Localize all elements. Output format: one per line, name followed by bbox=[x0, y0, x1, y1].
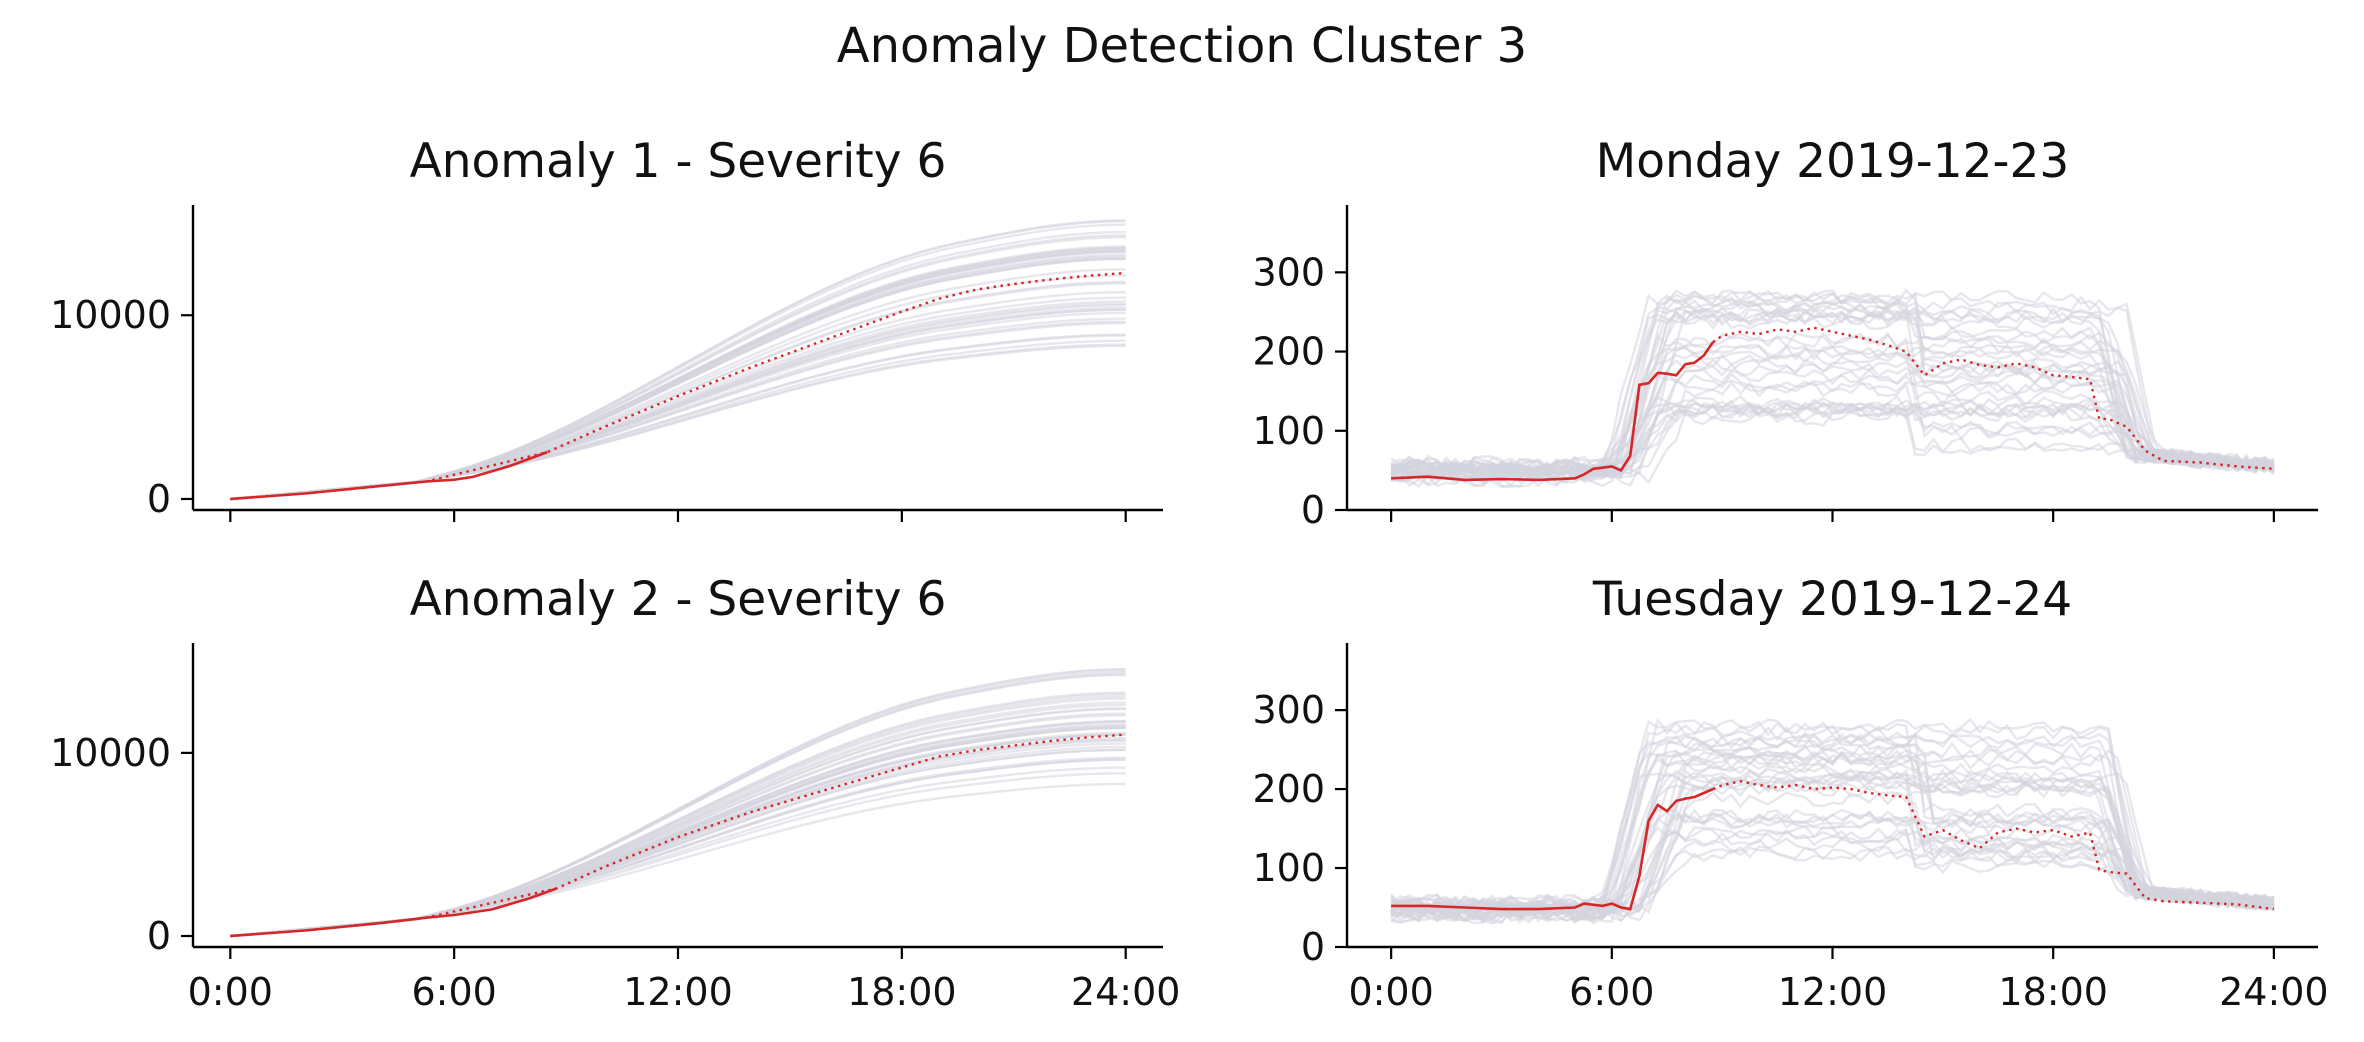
reference-band bbox=[230, 219, 1126, 501]
panel-title: Anomaly 1 - Severity 6 bbox=[410, 134, 947, 189]
observed-line bbox=[1391, 341, 1715, 482]
x-tick-label: 24:00 bbox=[2219, 970, 2329, 1014]
y-tick-label: 0 bbox=[147, 477, 171, 521]
reference-line bbox=[230, 339, 1126, 501]
y-tick-label: 200 bbox=[1252, 330, 1325, 374]
x-tick-label: 12:00 bbox=[1778, 970, 1888, 1014]
panel-title: Monday 2019-12-23 bbox=[1596, 134, 2070, 189]
reference-line bbox=[1390, 791, 2275, 922]
reference-line bbox=[1390, 300, 2275, 475]
reference-line bbox=[230, 756, 1126, 938]
x-tick-label: 0:00 bbox=[188, 970, 273, 1014]
observed-line bbox=[1391, 787, 1714, 911]
reference-line bbox=[1390, 749, 2274, 911]
reference-line bbox=[1391, 294, 2275, 479]
expected-line bbox=[230, 271, 1126, 501]
reference-band bbox=[1390, 288, 2275, 488]
x-tick-label: 18:00 bbox=[847, 970, 957, 1014]
reference-line bbox=[230, 692, 1126, 938]
reference-band bbox=[1390, 717, 2275, 925]
y-tick-label: 200 bbox=[1252, 767, 1325, 811]
y-tick-label: 0 bbox=[1301, 488, 1325, 532]
reference-line bbox=[1390, 761, 2275, 924]
y-tick-label: 10000 bbox=[50, 731, 171, 775]
y-tick-label: 0 bbox=[147, 914, 171, 958]
y-tick-label: 100 bbox=[1252, 409, 1325, 453]
reference-line bbox=[1390, 343, 2275, 488]
panel-4: 0:00 6:00 12:00 18:00 24:00 0 100 200 300 Tuesday… bbox=[1252, 572, 2328, 1014]
panel-3: 0:00 6:00 12:00 18:00 24:00 0 10000 Anomaly 2 -… bbox=[50, 572, 1180, 1014]
panel-2: 0 100 200 300 Monday 2019-12-23 bbox=[1252, 134, 2318, 532]
y-tick-label: 300 bbox=[1252, 688, 1325, 732]
x-tick-label: 12:00 bbox=[623, 970, 733, 1014]
reference-line bbox=[230, 673, 1126, 938]
panel-title: Tuesday 2019-12-24 bbox=[1592, 572, 2072, 627]
observed-line bbox=[230, 887, 558, 938]
reference-band bbox=[230, 667, 1126, 938]
figure-title: Anomaly Detection Cluster 3 bbox=[836, 18, 1528, 74]
reference-line bbox=[230, 772, 1126, 938]
expected-line bbox=[1712, 779, 2275, 911]
x-tick-label: 6:00 bbox=[411, 970, 496, 1014]
x-tick-label: 18:00 bbox=[1998, 970, 2108, 1014]
y-tick-label: 300 bbox=[1252, 250, 1325, 294]
y-tick-label: 100 bbox=[1252, 846, 1325, 890]
reference-line bbox=[230, 691, 1126, 938]
reference-line bbox=[230, 758, 1126, 938]
panel-1: 0 10000 Anomaly 1 - Severity 6 bbox=[50, 134, 1163, 522]
reference-line bbox=[230, 334, 1126, 501]
x-tick-label: 24:00 bbox=[1071, 970, 1181, 1014]
reference-line bbox=[230, 253, 1126, 501]
reference-line bbox=[230, 672, 1126, 938]
x-tick-label: 0:00 bbox=[1348, 970, 1433, 1014]
expected-line bbox=[1712, 326, 2274, 470]
panel-title: Anomaly 2 - Severity 6 bbox=[410, 572, 947, 627]
reference-line bbox=[230, 251, 1126, 501]
y-tick-label: 0 bbox=[1301, 925, 1325, 969]
reference-line bbox=[230, 782, 1126, 938]
observed-line bbox=[230, 450, 548, 501]
y-tick-label: 10000 bbox=[50, 293, 171, 337]
reference-line bbox=[1390, 400, 2275, 480]
x-tick-label: 6:00 bbox=[1569, 970, 1654, 1014]
